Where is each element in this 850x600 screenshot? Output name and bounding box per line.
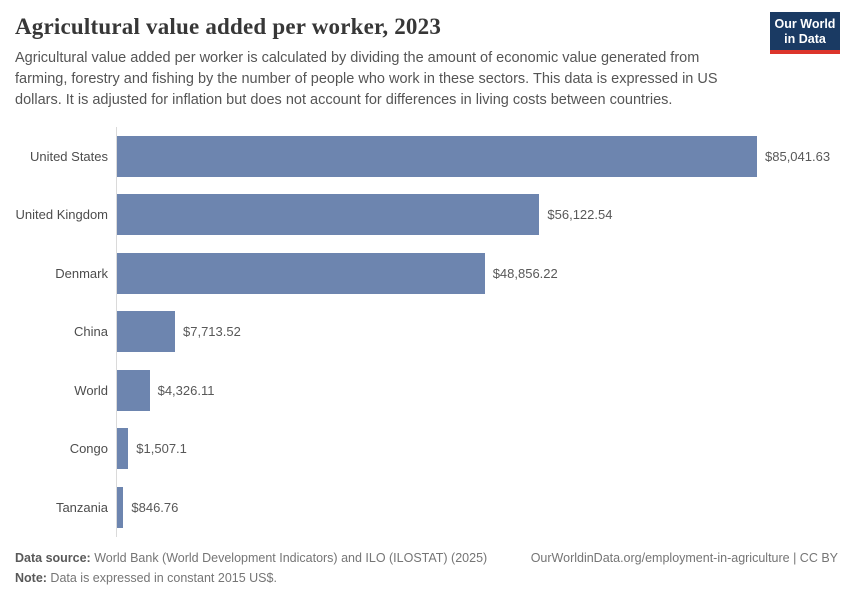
note-value: Data is expressed in constant 2015 US$.: [46, 571, 277, 585]
chart-footer: Data source: World Bank (World Developme…: [15, 548, 838, 588]
bar[interactable]: [117, 428, 129, 470]
category-label: Congo: [69, 441, 108, 457]
chart-subtitle: Agricultural value added per worker is c…: [15, 50, 718, 108]
note-label: Note:: [15, 571, 47, 585]
bar[interactable]: [117, 369, 150, 411]
plot-cell: $56,122.54: [116, 185, 850, 244]
chart-header: Agricultural value added per worker, 202…: [0, 0, 850, 111]
bar-chart: United States $85,041.63 United Kingdom $56…: [0, 127, 850, 537]
data-source-label: Data source:: [15, 551, 91, 565]
owid-url-link[interactable]: OurWorldinData.org/employment-in-agricul…: [530, 551, 838, 565]
plot-cell: $4,326.11: [116, 361, 850, 420]
plot-cell: $85,041.63: [116, 127, 850, 186]
chart-title: Agricultural value added per worker, 202…: [15, 14, 442, 39]
value-label: $48,856.22: [492, 265, 558, 281]
bar[interactable]: [117, 486, 124, 528]
category-label: United States: [29, 148, 108, 164]
footer-source-row: Data source: World Bank (World Developme…: [15, 548, 838, 568]
category-label: Denmark: [55, 265, 108, 281]
plot-cell: $48,856.22: [116, 244, 850, 303]
bar[interactable]: [117, 135, 757, 177]
data-source-text: Data source: World Bank (World Developme…: [15, 548, 487, 568]
category-label: United Kingdom: [15, 207, 109, 223]
category-label: China: [74, 324, 108, 340]
plot-cell: $1,507.1: [116, 419, 850, 478]
value-label: $1,507.1: [136, 441, 187, 457]
value-label: $846.76: [131, 499, 179, 515]
category-label: World: [74, 382, 108, 398]
footer-note-row: Note: Data is expressed in constant 2015…: [15, 568, 838, 588]
value-label: $85,041.63: [765, 148, 831, 164]
owid-logo-line1: Our World: [774, 17, 836, 31]
bar[interactable]: [117, 194, 540, 236]
owid-logo-line2: in Data: [784, 31, 826, 46]
bar-row: Congo $1,507.1: [0, 419, 850, 478]
bar-row: Denmark $48,856.22: [0, 244, 850, 303]
bar[interactable]: [117, 252, 485, 294]
value-label: $56,122.54: [547, 207, 613, 223]
bar-row: China $7,713.52: [0, 302, 850, 361]
plot-cell: $846.76: [116, 478, 850, 537]
value-label: $4,326.11: [157, 382, 215, 398]
category-label: Tanzania: [55, 499, 108, 515]
plot-cell: $7,713.52: [116, 302, 850, 361]
data-source-value: World Bank (World Development Indicators…: [90, 551, 488, 565]
bar[interactable]: [117, 311, 175, 353]
bar-row: United States $85,041.63: [0, 127, 850, 186]
owid-logo[interactable]: Our World in Data: [770, 12, 840, 54]
bar-row: United Kingdom $56,122.54: [0, 185, 850, 244]
value-label: $7,713.52: [183, 324, 241, 340]
bar-row: Tanzania $846.76: [0, 478, 850, 537]
bar-row: World $4,326.11: [0, 361, 850, 420]
